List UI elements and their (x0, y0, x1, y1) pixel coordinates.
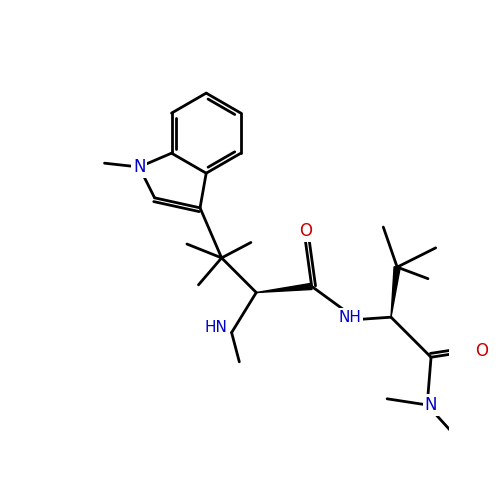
Text: O: O (299, 222, 312, 240)
Text: NH: NH (339, 310, 361, 324)
Text: O: O (476, 342, 488, 360)
Polygon shape (391, 267, 400, 317)
Polygon shape (256, 284, 312, 292)
Text: HN: HN (204, 320, 227, 336)
Text: N: N (425, 396, 438, 414)
Text: N: N (133, 158, 145, 176)
Polygon shape (466, 414, 500, 448)
